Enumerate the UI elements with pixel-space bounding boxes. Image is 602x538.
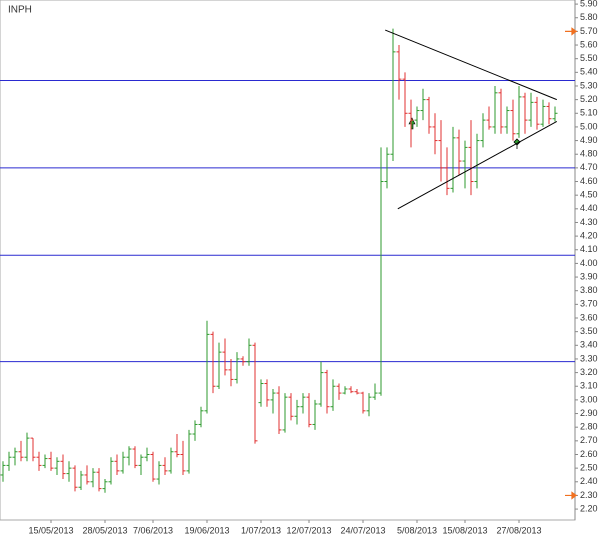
y-tick-label: 3.00 [580,394,598,404]
y-tick-label: 3.90 [580,271,598,281]
y-tick-label: 4.80 [580,149,598,159]
y-tick-label: 3.70 [580,299,598,309]
y-tick-label: 2.60 [580,449,598,459]
y-tick-label: 4.30 [580,217,598,227]
y-tick-label: 4.90 [580,135,598,145]
y-tick-label: 2.20 [580,503,598,513]
y-tick-label: 2.80 [580,422,598,432]
y-tick-label: 3.50 [580,326,598,336]
x-tick-label: 24/07/2013 [340,525,385,535]
x-tick-label: 28/05/2013 [82,525,127,535]
x-tick-label: 27/08/2013 [496,525,541,535]
y-tick-label: 2.40 [580,476,598,486]
y-tick-label: 4.00 [580,258,598,268]
price-marker [565,491,577,500]
y-tick-label: 4.60 [580,176,598,186]
y-tick-label: 3.30 [580,353,598,363]
y-tick-label: 4.10 [580,244,598,254]
x-tick-label: 19/06/2013 [184,525,229,535]
y-tick-label: 5.20 [580,94,598,104]
y-tick-label: 5.10 [580,108,598,118]
y-tick-label: 3.10 [580,381,598,391]
chart-title: INPH [8,5,32,16]
y-tick-label: 2.50 [580,463,598,473]
x-tick-label: 1/07/2013 [241,525,281,535]
y-tick-label: 3.40 [580,340,598,350]
x-tick-label: 5/08/2013 [397,525,437,535]
x-tick-label: 7/06/2013 [133,525,173,535]
y-tick-label: 5.30 [580,80,598,90]
signal-icon [513,138,521,149]
y-tick-label: 5.40 [580,67,598,77]
x-tick-label: 15/08/2013 [442,525,487,535]
y-tick-label: 4.20 [580,230,598,240]
y-tick-label: 4.70 [580,162,598,172]
y-tick-label: 2.70 [580,435,598,445]
x-tick-label: 12/07/2013 [286,525,331,535]
y-tick-label: 5.90 [580,0,598,8]
y-tick-label: 5.60 [580,39,598,49]
price-marker [565,27,577,36]
y-tick-label: 3.20 [580,367,598,377]
y-tick-label: 5.70 [580,26,598,36]
x-tick-label: 15/05/2013 [28,525,73,535]
plot-area [0,0,576,521]
y-tick-label: 4.40 [580,203,598,213]
trend-line [385,29,557,101]
y-tick-label: 3.80 [580,285,598,295]
y-tick-label: 5.80 [580,12,598,22]
trend-line [397,121,558,210]
y-tick-label: 5.00 [580,121,598,131]
y-tick-label: 4.50 [580,190,598,200]
y-tick-label: 5.50 [580,53,598,63]
y-tick-label: 2.30 [580,490,598,500]
y-tick-label: 2.90 [580,408,598,418]
y-tick-label: 3.60 [580,312,598,322]
